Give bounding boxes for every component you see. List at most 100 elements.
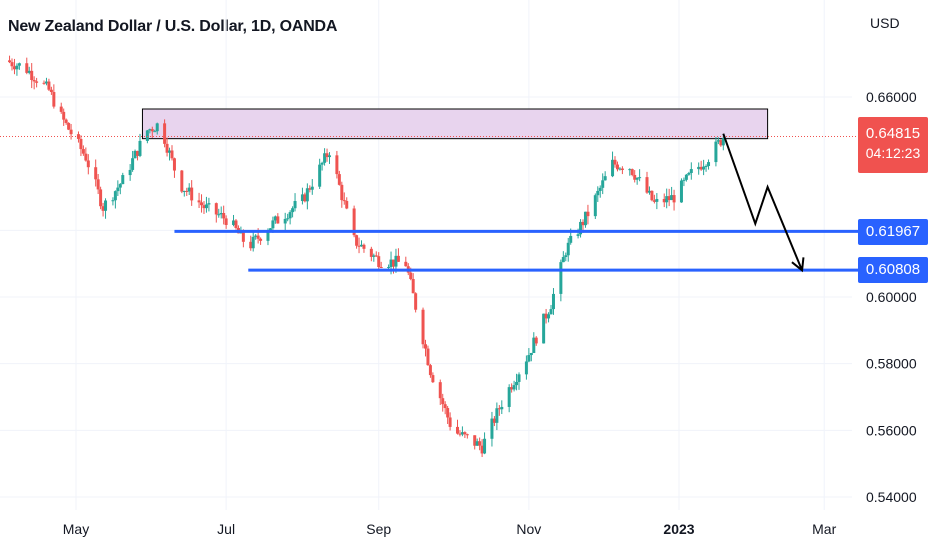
candle: [94, 159, 98, 187]
current-price-value: 0.64815: [865, 125, 921, 142]
candle: [165, 137, 169, 157]
candle: [561, 251, 565, 263]
candle: [441, 393, 445, 412]
candle: [59, 102, 63, 114]
supply-zone-rect: [141, 108, 769, 140]
candle: [170, 145, 174, 161]
candle: [443, 401, 447, 415]
candle: [492, 416, 496, 427]
candle: [96, 173, 100, 195]
x-tick-label: Jul: [217, 521, 235, 537]
y-tick-label: 0.54000: [866, 489, 917, 505]
candle: [428, 363, 432, 378]
candle: [478, 437, 482, 451]
time-axis[interactable]: May Jul Sep Nov 2023 Mar: [63, 521, 837, 537]
candle: [438, 379, 442, 405]
candle: [15, 63, 19, 76]
candle: [583, 211, 587, 228]
candle: [273, 215, 277, 224]
candle: [44, 77, 48, 86]
current-price-badge: 0.64815 04:12:23: [858, 117, 928, 173]
candle: [396, 248, 400, 262]
candle: [645, 171, 649, 194]
candle: [635, 177, 639, 185]
candle: [377, 252, 381, 271]
candle: [679, 178, 683, 203]
candle: [615, 161, 619, 172]
candle: [372, 253, 376, 262]
candle: [480, 439, 484, 458]
candle: [345, 197, 349, 210]
candle: [566, 237, 570, 262]
candle: [35, 77, 39, 88]
candle: [549, 304, 553, 315]
candle: [276, 213, 280, 224]
candle: [647, 186, 651, 195]
candle: [665, 188, 669, 209]
candle: [667, 188, 671, 207]
candle: [187, 183, 191, 195]
candle: [446, 405, 450, 424]
candle: [515, 373, 519, 391]
candle: [150, 126, 154, 138]
candle: [340, 181, 344, 208]
candle: [465, 433, 469, 439]
candle: [460, 426, 464, 437]
candle: [699, 160, 703, 171]
candle: [458, 430, 462, 437]
candle: [300, 187, 304, 205]
candle: [168, 147, 172, 161]
candle: [310, 179, 314, 195]
candle: [544, 308, 548, 324]
candle: [86, 154, 90, 175]
candle: [17, 62, 21, 70]
candle: [586, 204, 590, 225]
candle: [303, 192, 307, 203]
candle: [224, 215, 228, 229]
candle: [133, 149, 137, 159]
candle: [704, 164, 708, 172]
candle: [423, 339, 427, 357]
candle: [30, 63, 34, 89]
candle: [259, 237, 263, 245]
candle: [689, 162, 693, 180]
candle: [234, 219, 238, 230]
candle: [500, 400, 504, 415]
candle: [512, 380, 516, 392]
candle: [473, 435, 477, 450]
chart-title: New Zealand Dollar / U.S. Dollar, 1D, OA…: [8, 18, 338, 35]
candle: [118, 183, 122, 195]
candle: [172, 157, 176, 178]
level-lines: [0, 136, 858, 272]
candle: [180, 169, 184, 194]
arrow-head: [791, 257, 805, 273]
candle: [672, 189, 676, 211]
candle: [232, 214, 236, 227]
candle: [64, 118, 68, 125]
candle: [655, 193, 659, 210]
candle: [662, 193, 666, 208]
candle: [355, 234, 359, 249]
candle: [490, 411, 494, 447]
candle: [111, 197, 115, 206]
candle: [362, 243, 366, 253]
candle: [113, 190, 117, 209]
candle: [534, 336, 538, 346]
candle: [69, 123, 73, 140]
candle: [542, 313, 546, 344]
candle: [630, 168, 634, 177]
candle: [308, 185, 312, 193]
x-tick-label: May: [63, 521, 89, 537]
y-tick-label: 0.60000: [866, 289, 917, 305]
candle: [463, 431, 467, 439]
x-tick-label: Nov: [516, 521, 541, 537]
candle: [52, 84, 56, 109]
candle: [719, 139, 723, 147]
candle: [190, 180, 194, 206]
candle: [613, 156, 617, 168]
candle: [564, 252, 568, 262]
candle: [163, 119, 167, 148]
candle: [716, 137, 720, 145]
candle: [305, 183, 309, 210]
